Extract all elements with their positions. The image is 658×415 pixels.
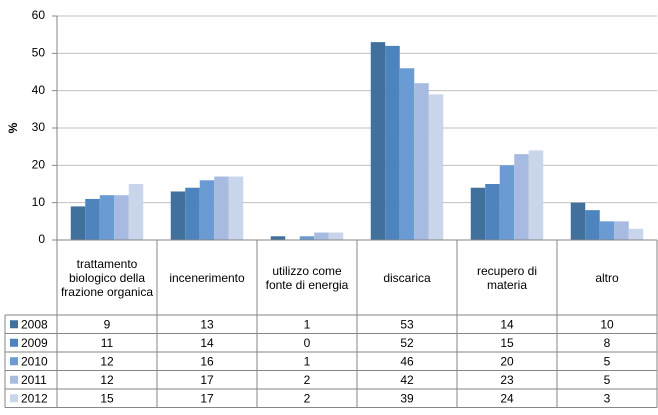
- legend-label: 2012: [21, 391, 48, 405]
- y-tick-label: 40: [32, 83, 46, 97]
- bar: [399, 68, 415, 241]
- table-value: 46: [400, 354, 414, 368]
- bar: [314, 232, 329, 240]
- x-tick-label: recupero di materia: [476, 263, 538, 292]
- bar: [599, 221, 615, 240]
- table-value: 52: [400, 336, 414, 350]
- y-tick-label: 50: [32, 46, 46, 60]
- table-value: 5: [604, 373, 611, 387]
- table-value: 14: [200, 336, 214, 350]
- x-tick-label: trattamento biologico della frazione org…: [60, 256, 154, 299]
- x-tick-label: utilizzo come fonte di energia: [265, 263, 349, 292]
- bar: [328, 232, 344, 240]
- category-cell: utilizzo come fonte di energia: [265, 263, 349, 292]
- bar: [514, 154, 529, 240]
- y-tick-label: 30: [32, 120, 46, 134]
- category-cell: discarica: [383, 270, 431, 285]
- bar: [585, 210, 600, 240]
- table-value: 0: [304, 336, 311, 350]
- bar: [170, 191, 186, 240]
- table-value: 42: [400, 373, 414, 387]
- legend-label: 2009: [21, 336, 48, 350]
- bar: [428, 94, 444, 241]
- legend-label: 2011: [21, 373, 47, 387]
- y-tick-label: 20: [32, 158, 46, 172]
- legend-swatch: [10, 357, 18, 366]
- bar: [270, 236, 286, 240]
- table-value: 13: [200, 317, 214, 331]
- bar: [85, 198, 100, 240]
- table-value: 2: [304, 373, 311, 387]
- legend-swatch: [10, 394, 18, 403]
- bar: [528, 150, 544, 240]
- table-value: 20: [500, 354, 514, 368]
- bar: [99, 195, 115, 240]
- table-value: 8: [604, 336, 611, 350]
- x-tick-label: discarica: [383, 270, 431, 285]
- table-value: 9: [104, 317, 111, 331]
- table-value: 3: [604, 391, 611, 405]
- bar: [228, 176, 244, 240]
- bar: [499, 165, 515, 240]
- bar: [414, 83, 429, 240]
- bar: [214, 176, 229, 240]
- bar: [570, 202, 586, 240]
- table-value: 5: [604, 354, 611, 368]
- table-value: 17: [200, 391, 214, 405]
- table-value: 15: [500, 336, 514, 350]
- legend-swatch: [10, 375, 18, 384]
- bar: [385, 45, 400, 240]
- bar: [114, 195, 129, 240]
- bar: [485, 184, 500, 240]
- bar: [199, 180, 215, 240]
- table-value: 2: [304, 391, 311, 405]
- category-cell: trattamento biologico della frazione org…: [60, 256, 154, 299]
- bar: [628, 228, 644, 240]
- category-cell: recupero di materia: [476, 263, 538, 292]
- table-value: 39: [400, 391, 414, 405]
- table-value: 24: [500, 391, 514, 405]
- table-value: 1: [304, 354, 311, 368]
- category-cell: incenerimento: [169, 270, 245, 285]
- x-tick-label: incenerimento: [169, 270, 245, 285]
- category-cell: altro: [595, 270, 619, 285]
- bar: [185, 187, 200, 240]
- y-tick-label: 60: [32, 8, 46, 22]
- bar: [614, 221, 629, 240]
- bar: [70, 206, 86, 240]
- bar: [470, 187, 486, 240]
- bar: [299, 236, 315, 240]
- y-axis-label: %: [6, 122, 20, 133]
- legend-label: 2010: [21, 354, 48, 368]
- bar: [370, 42, 386, 241]
- legend-swatch: [10, 338, 18, 347]
- table-value: 12: [100, 354, 114, 368]
- table-value: 17: [200, 373, 214, 387]
- table-value: 10: [600, 317, 614, 331]
- x-tick-label: altro: [595, 270, 619, 285]
- y-tick-label: 0: [38, 232, 45, 246]
- legend-label: 2008: [21, 317, 48, 331]
- table-value: 12: [100, 373, 114, 387]
- table-value: 15: [100, 391, 114, 405]
- table-value: 11: [101, 336, 114, 350]
- table-value: 1: [304, 317, 311, 331]
- legend-swatch: [10, 320, 18, 329]
- table-value: 53: [400, 317, 414, 331]
- y-tick-label: 10: [32, 195, 46, 209]
- table-value: 16: [200, 354, 214, 368]
- bar: [128, 184, 144, 240]
- table-value: 14: [500, 317, 514, 331]
- table-value: 23: [500, 373, 514, 387]
